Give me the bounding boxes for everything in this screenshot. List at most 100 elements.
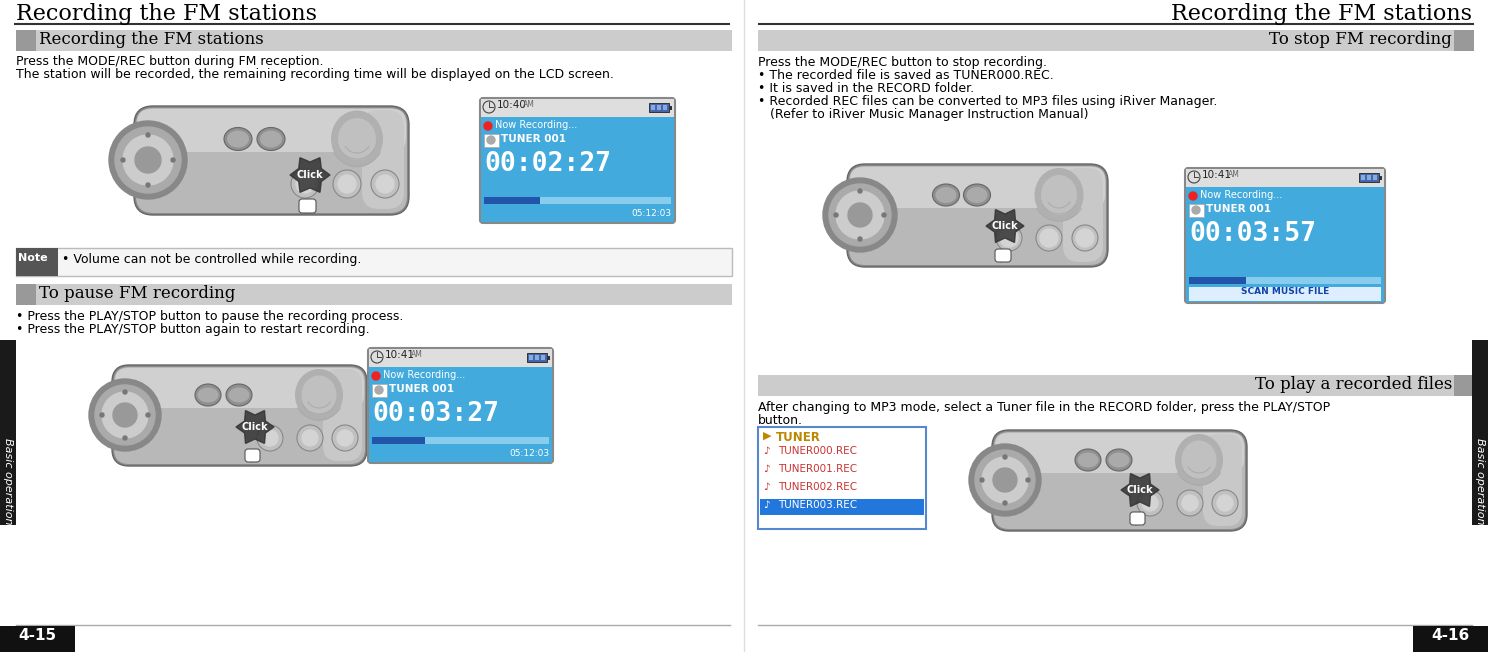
Bar (757, 30, 1475, 51)
Text: 00:02:27: 00:02:27 (484, 151, 612, 177)
Ellipse shape (967, 187, 988, 203)
Text: TUNER 001: TUNER 001 (388, 384, 454, 394)
Text: To pause FM recording: To pause FM recording (39, 285, 235, 302)
Text: AM: AM (1228, 170, 1240, 179)
Circle shape (124, 135, 173, 185)
Text: Recording the FM stations: Recording the FM stations (1171, 3, 1472, 25)
Ellipse shape (198, 387, 219, 402)
Bar (369, 349, 552, 367)
Bar (542, 355, 545, 360)
Text: Basic operation: Basic operation (3, 439, 13, 525)
Ellipse shape (936, 187, 957, 203)
FancyBboxPatch shape (850, 166, 1106, 265)
Circle shape (882, 213, 885, 217)
Circle shape (833, 213, 838, 217)
Text: SCAN MUSIC FILE: SCAN MUSIC FILE (1241, 288, 1329, 297)
Ellipse shape (330, 110, 382, 168)
Text: Recording the FM stations: Recording the FM stations (16, 3, 317, 25)
Circle shape (1213, 490, 1238, 516)
Text: Click: Click (991, 221, 1018, 231)
Circle shape (103, 392, 147, 438)
Bar (16, 30, 732, 51)
Bar (484, 134, 498, 147)
FancyBboxPatch shape (850, 167, 1106, 208)
Ellipse shape (1077, 452, 1098, 467)
Text: ♪: ♪ (763, 446, 769, 456)
Bar (527, 353, 548, 362)
FancyBboxPatch shape (137, 109, 406, 152)
Polygon shape (1120, 473, 1159, 507)
Bar (1189, 204, 1204, 217)
Ellipse shape (1176, 434, 1223, 486)
Circle shape (1189, 192, 1196, 200)
Circle shape (333, 170, 362, 198)
Circle shape (371, 170, 399, 198)
Bar (1373, 175, 1376, 180)
Circle shape (121, 158, 125, 162)
Circle shape (338, 175, 356, 193)
Text: Recording the FM stations: Recording the FM stations (39, 31, 263, 48)
Text: ▶: ▶ (763, 431, 771, 441)
Text: Click: Click (1126, 485, 1153, 495)
Circle shape (1040, 229, 1058, 247)
Circle shape (298, 425, 323, 451)
FancyBboxPatch shape (481, 98, 676, 223)
Circle shape (146, 413, 150, 417)
Text: • Volume can not be controlled while recording.: • Volume can not be controlled while rec… (62, 253, 362, 266)
Ellipse shape (195, 384, 222, 406)
Bar (372, 437, 549, 444)
Text: 05:12:03: 05:12:03 (631, 209, 671, 218)
Bar (664, 105, 667, 110)
Text: 00:03:27: 00:03:27 (372, 401, 498, 427)
Bar (484, 197, 671, 204)
Circle shape (1217, 495, 1234, 511)
Bar (16, 248, 58, 276)
Bar (530, 355, 533, 360)
Circle shape (257, 425, 283, 451)
Bar (1379, 176, 1382, 180)
Bar (1362, 175, 1364, 180)
Text: • It is saved in the RECORD folder.: • It is saved in the RECORD folder. (757, 82, 975, 95)
Circle shape (823, 178, 897, 252)
Circle shape (975, 450, 1036, 510)
Circle shape (171, 158, 176, 162)
Text: 4-15: 4-15 (18, 628, 57, 643)
Circle shape (848, 203, 872, 227)
Circle shape (992, 468, 1016, 492)
Circle shape (146, 133, 150, 137)
Circle shape (859, 237, 862, 241)
Text: TUNER001.REC: TUNER001.REC (778, 464, 857, 474)
Ellipse shape (229, 387, 250, 402)
Text: button.: button. (757, 414, 804, 427)
FancyBboxPatch shape (992, 430, 1247, 531)
Circle shape (1000, 229, 1018, 247)
FancyBboxPatch shape (368, 348, 554, 463)
Text: • Recorded REC files can be converted to MP3 files using iRiver Manager.: • Recorded REC files can be converted to… (757, 95, 1217, 108)
Circle shape (115, 127, 182, 193)
Bar (0, 626, 74, 652)
Text: • Press the PLAY/STOP button again to restart recording.: • Press the PLAY/STOP button again to re… (16, 323, 369, 336)
Bar (536, 355, 539, 360)
Circle shape (135, 147, 161, 173)
Circle shape (146, 183, 150, 187)
Ellipse shape (295, 369, 344, 421)
Text: TUNER000.REC: TUNER000.REC (778, 446, 857, 456)
Bar (649, 103, 670, 112)
Bar (16, 30, 36, 51)
Circle shape (1141, 495, 1158, 511)
Circle shape (109, 121, 187, 199)
Circle shape (1181, 495, 1198, 511)
Circle shape (1192, 206, 1199, 214)
Text: Basic operation: Basic operation (1475, 439, 1485, 525)
Text: Now Recording...: Now Recording... (382, 370, 466, 380)
Bar (481, 117, 674, 222)
Text: Click: Click (296, 170, 323, 180)
Text: Now Recording...: Now Recording... (496, 120, 577, 130)
Text: Press the MODE/REC button during FM reception.: Press the MODE/REC button during FM rece… (16, 55, 323, 68)
Circle shape (332, 425, 359, 451)
FancyBboxPatch shape (1202, 434, 1242, 526)
Bar (372, 437, 426, 444)
Circle shape (484, 122, 493, 130)
Ellipse shape (933, 184, 960, 206)
Circle shape (995, 225, 1022, 251)
